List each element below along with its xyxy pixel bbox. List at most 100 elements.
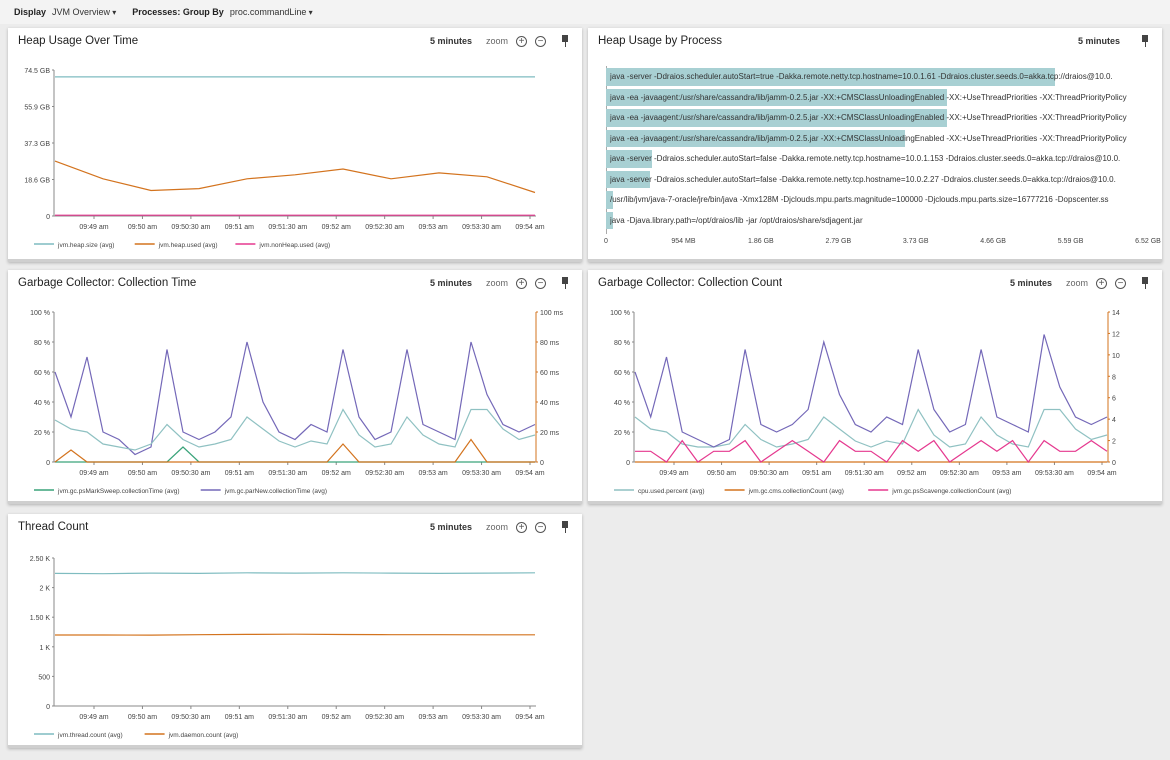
series-line [54,160,536,194]
y-tick-label: 18.6 GB [24,178,50,185]
x-tick-label: 954 MB [671,238,696,245]
heap-by-process-chart: java -server -Ddraios.scheduler.autoStar… [588,56,1162,262]
y-tick-label: 20 % [614,430,630,437]
x-tick-label: 09:53:30 am [462,224,501,231]
time-range-selector[interactable]: 5 minutes [429,278,472,288]
y-tick-label: 0 [46,214,50,221]
x-tick-label: 09:51 am [802,470,831,477]
x-tick-label: 09:49 am [79,714,108,721]
zoom-out-icon[interactable]: − [535,35,546,47]
zoom-out-icon[interactable]: − [535,277,546,289]
zoom-label: zoom [1065,278,1088,288]
y-tick-label-right: 14 [1112,310,1120,317]
zoom-in-icon[interactable]: + [516,277,527,289]
process-bar-label: java -ea -javaagent:/usr/share/cassandra… [610,92,1127,102]
x-tick-label: 2.79 GB [825,238,852,245]
process-bar[interactable] [606,211,613,229]
legend-label: jvm.heap.used (avg) [158,242,218,249]
y-tick-label: 0 [46,704,50,711]
y-tick-label: 0 [46,460,50,467]
pin-icon[interactable] [560,35,570,47]
zoom-in-icon[interactable]: + [1096,277,1107,289]
y-tick-label: 1.50 K [30,615,51,622]
x-tick-label: 09:52:30 am [365,470,404,477]
x-tick-label: 09:50:30 am [171,470,210,477]
x-tick-label: 09:51 am [225,714,254,721]
series-line [634,334,1108,448]
y-tick-label-right: 80 ms [540,340,560,347]
legend-label: jvm.nonHeap.used (avg) [258,242,330,249]
time-range-selector[interactable]: 5 minutes [1077,36,1120,46]
x-tick-label: 09:51 am [225,470,254,477]
zoom-out-icon[interactable]: − [1115,277,1126,289]
legend-label: jvm.gc.psScavenge.collectionCount (avg) [891,488,1011,495]
legend-label: jvm.heap.size (avg) [57,242,114,249]
process-bar-label: java -server -Ddraios.scheduler.autoStar… [610,174,1116,184]
process-bar-label: java -server -Ddraios.scheduler.autoStar… [610,72,1113,81]
x-tick-label: 09:52 am [322,470,351,477]
pin-icon[interactable] [1140,277,1150,289]
panel-gc-collection-count: Garbage Collector: Collection Count 5 mi… [588,270,1162,504]
y-tick-label: 2.50 K [30,556,51,563]
panel-header: Heap Usage by Process 5 minutes [588,28,1162,56]
x-tick-label: 09:54 am [515,714,544,721]
y-tick-label: 60 % [614,370,630,377]
process-bar[interactable] [606,191,613,209]
y-tick-label: 0 [626,460,630,467]
panel-gc-collection-time: Garbage Collector: Collection Time 5 min… [8,270,582,504]
y-tick-label: 74.5 GB [24,68,50,75]
process-bar[interactable] [606,170,651,188]
x-tick-label: 09:50 am [707,470,736,477]
x-tick-label: 09:53 am [992,470,1021,477]
panel-title: Thread Count [18,521,89,533]
x-tick-label: 09:50 am [128,470,157,477]
process-bar[interactable] [606,68,1055,86]
panel-header: Garbage Collector: Collection Count 5 mi… [588,270,1162,298]
pin-icon[interactable] [560,277,570,289]
zoom-in-icon[interactable]: + [516,521,527,533]
x-tick-label: 09:49 am [79,470,108,477]
process-bar[interactable] [606,129,906,147]
x-tick-label: 5.59 GB [1057,238,1084,245]
y-tick-label-right: 20 ms [540,430,560,437]
process-bar[interactable] [606,150,652,168]
process-bar-label: java -server -Ddraios.scheduler.autoStar… [610,154,1121,163]
y-tick-label-right: 100 ms [540,310,563,317]
y-tick-label-right: 10 [1112,353,1120,360]
time-range-selector[interactable]: 5 minutes [429,522,472,532]
display-label: Display [14,7,47,17]
x-tick-label: 09:53:30 am [462,470,501,477]
display-dropdown[interactable]: JVM Overview [52,7,116,17]
zoom-label: zoom [485,36,508,46]
process-bar[interactable] [606,88,947,106]
x-tick-label: 09:52:30 am [940,470,979,477]
x-tick-label: 1.86 GB [748,238,774,245]
panel-title: Garbage Collector: Collection Count [598,277,783,289]
process-bar[interactable] [606,109,947,127]
group-by-dropdown[interactable]: proc.commandLine [230,7,313,17]
y-tick-label: 1 K [39,645,50,652]
pin-icon[interactable] [560,521,570,533]
zoom-in-icon[interactable]: + [516,35,527,47]
x-tick-label: 09:53 am [419,714,448,721]
legend-label: cpu.used.percent (avg) [638,488,704,495]
time-range-selector[interactable]: 5 minutes [1009,278,1052,288]
panel-header: Heap Usage Over Time 5 minutes zoom + − [8,28,582,56]
zoom-label: zoom [485,522,508,532]
pin-icon[interactable] [1140,35,1150,47]
x-tick-label: 09:50:30 am [750,470,789,477]
x-tick-label: 09:51 am [225,224,254,231]
gc-collection-count-chart: 100 % 80 % 60 % 40 % 20 % 0 14 12 10 8 6 4 2 0 09:49 a… [610,310,1120,495]
zoom-out-icon[interactable]: − [535,521,546,533]
y-tick-label-right: 4 [1112,417,1116,424]
process-bar-label: java -Djava.library.path=/opt/draios/lib… [610,215,863,225]
x-tick-label: 09:51:30 am [268,224,307,231]
y-tick-label-right: 6 [1112,396,1116,403]
y-tick-label: 55.9 GB [24,105,50,112]
series-line [54,408,536,451]
x-tick-label: 09:54 am [515,470,544,477]
x-tick-label: 09:52:30 am [365,224,404,231]
y-tick-label-right: 40 ms [540,400,560,407]
time-range-selector[interactable]: 5 minutes [429,36,472,46]
series-line [55,446,535,463]
